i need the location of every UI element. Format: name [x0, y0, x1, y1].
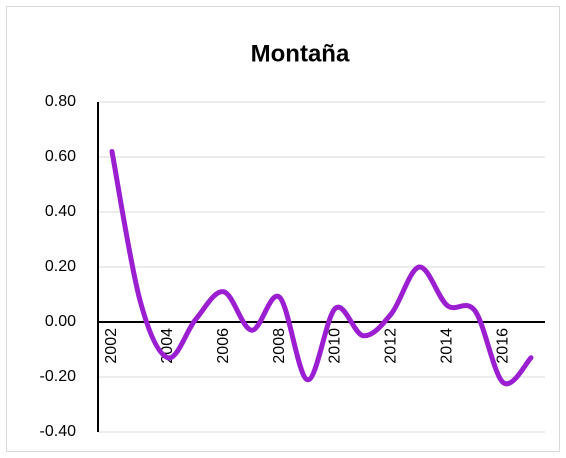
y-tick-label: 0.20 [45, 258, 76, 275]
x-tick-label: 2010 [327, 328, 344, 364]
x-tick-label: 2006 [215, 328, 232, 364]
y-tick-label: -0.20 [40, 368, 77, 385]
line [109, 149, 534, 387]
y-tick-label: 0.00 [45, 313, 76, 330]
chart-border [6, 6, 560, 452]
chart-title: Montaña [251, 40, 350, 67]
x-tick-label: 2014 [438, 328, 455, 364]
y-tick-label: 0.80 [45, 93, 76, 110]
y-tick-label: 0.60 [45, 148, 76, 165]
x-tick-label: 2002 [103, 328, 120, 364]
x-tick-label: 2012 [383, 328, 400, 364]
x-tick-label: 2008 [271, 328, 288, 364]
y-tick-label: 0.40 [45, 203, 76, 220]
x-tick-label: 2016 [494, 328, 511, 364]
y-tick-label: -0.40 [40, 423, 77, 440]
